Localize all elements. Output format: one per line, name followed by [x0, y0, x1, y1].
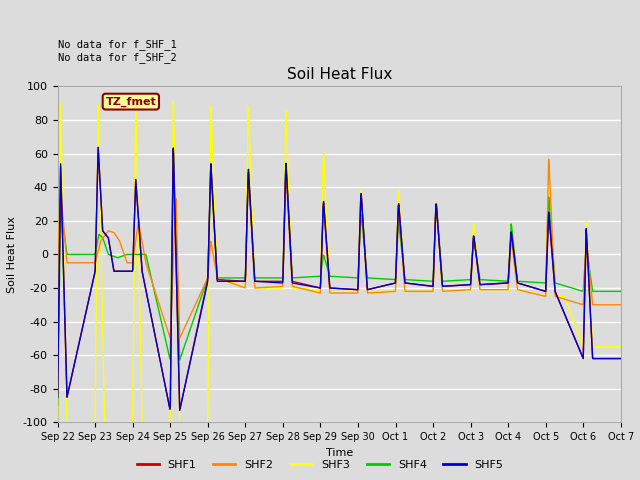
- SHF5: [617, 356, 625, 361]
- Text: TZ_fmet: TZ_fmet: [106, 96, 156, 107]
- SHF5: [316, 285, 323, 291]
- SHF1: [375, 284, 383, 290]
- SHF4: [120, 252, 128, 258]
- SHF2: [97, 238, 105, 243]
- SHF4: [97, 233, 105, 239]
- SHF4: [293, 275, 301, 280]
- SHF2: [374, 289, 382, 295]
- SHF3: [617, 344, 625, 349]
- SHF4: [305, 274, 312, 280]
- SHF4: [54, 403, 61, 408]
- SHF1: [617, 356, 625, 361]
- Text: No data for f_SHF_1
No data for f_SHF_2: No data for f_SHF_1 No data for f_SHF_2: [58, 39, 177, 63]
- SHF5: [120, 268, 128, 274]
- SHF3: [305, 287, 312, 292]
- SHF4: [617, 288, 625, 294]
- SHF5: [98, 207, 106, 213]
- SHF2: [617, 302, 625, 308]
- SHF2: [545, 156, 552, 162]
- SHF4: [170, 145, 177, 151]
- Line: SHF1: SHF1: [58, 147, 621, 410]
- SHF5: [305, 283, 313, 289]
- SHF5: [94, 144, 102, 150]
- Title: Soil Heat Flux: Soil Heat Flux: [287, 68, 392, 83]
- SHF1: [94, 144, 102, 150]
- Line: SHF3: SHF3: [58, 97, 621, 422]
- SHF2: [120, 252, 128, 257]
- SHF3: [54, 420, 61, 425]
- SHF1: [54, 395, 61, 400]
- SHF5: [176, 408, 184, 413]
- SHF5: [54, 395, 61, 400]
- SHF2: [293, 285, 301, 290]
- SHF1: [294, 280, 301, 286]
- Line: SHF5: SHF5: [58, 147, 621, 410]
- SHF2: [305, 288, 312, 293]
- Legend: SHF1, SHF2, SHF3, SHF4, SHF5: SHF1, SHF2, SHF3, SHF4, SHF5: [132, 456, 508, 474]
- SHF3: [315, 288, 323, 294]
- SHF1: [120, 268, 128, 274]
- SHF5: [375, 284, 383, 290]
- SHF3: [293, 285, 301, 291]
- SHF3: [132, 95, 140, 100]
- Y-axis label: Soil Heat Flux: Soil Heat Flux: [7, 216, 17, 293]
- SHF1: [98, 207, 106, 213]
- SHF2: [315, 290, 323, 296]
- Line: SHF2: SHF2: [58, 159, 621, 338]
- SHF2: [54, 260, 61, 266]
- X-axis label: Time: Time: [326, 448, 353, 457]
- SHF2: [176, 336, 184, 341]
- SHF1: [316, 285, 323, 290]
- SHF4: [315, 274, 323, 279]
- SHF3: [120, 420, 128, 425]
- SHF1: [176, 408, 184, 413]
- SHF3: [374, 288, 382, 294]
- Line: SHF4: SHF4: [58, 148, 621, 406]
- SHF5: [294, 281, 301, 287]
- SHF4: [374, 276, 382, 281]
- SHF1: [305, 282, 313, 288]
- SHF3: [97, 252, 105, 258]
